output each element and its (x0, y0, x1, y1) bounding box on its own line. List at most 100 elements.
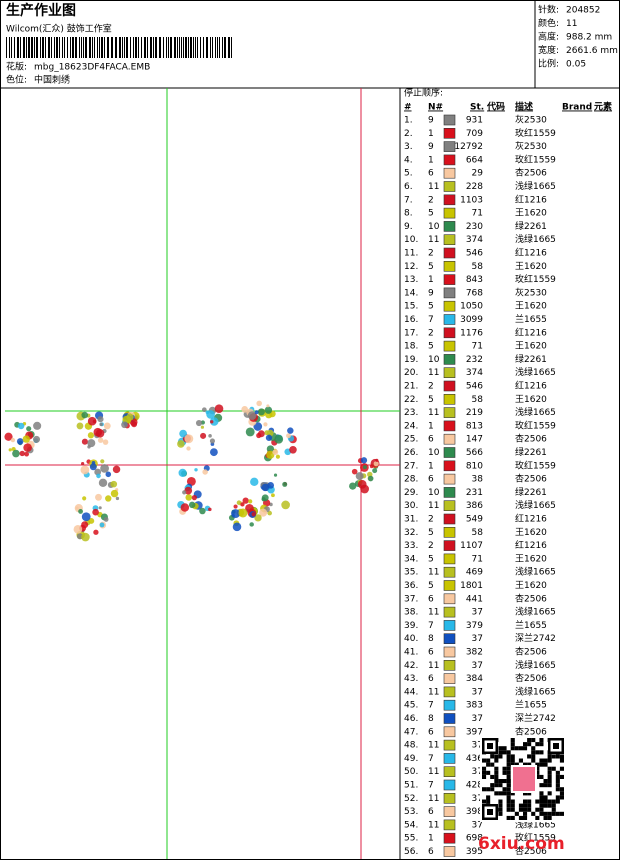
qr-module (547, 766, 552, 771)
row-index: 11. (404, 249, 418, 259)
qr-module (531, 754, 536, 759)
qr-module (551, 799, 556, 804)
row-index: 29. (404, 488, 418, 498)
stitches: 931 (466, 116, 483, 126)
description: 王1620 (515, 208, 547, 219)
needle: 11 (428, 568, 439, 578)
qr-module (555, 811, 560, 816)
color-swatch (443, 566, 456, 578)
bar (72, 37, 74, 58)
qr-module (547, 774, 552, 779)
bar (166, 37, 167, 58)
row-index: 8. (404, 209, 413, 219)
stat-value: 0.05 (566, 60, 586, 70)
qr-module (482, 758, 487, 763)
bar (104, 37, 105, 58)
color-swatch (443, 553, 456, 565)
bar (135, 37, 137, 58)
row-index: 19. (404, 355, 418, 365)
stitch-blob (92, 508, 99, 516)
stitch-blob (93, 529, 99, 535)
qr-module (506, 787, 511, 792)
bar (94, 37, 95, 58)
qr-module (486, 762, 491, 767)
stitch-blob (17, 422, 25, 430)
row-index: 26. (404, 448, 418, 458)
qr-module (518, 758, 523, 763)
stitch-blob (89, 463, 97, 471)
bar (14, 37, 15, 58)
qr-module (498, 811, 503, 816)
description: 杏2506 (515, 672, 547, 684)
bar (124, 37, 125, 58)
qr-module (551, 766, 556, 771)
needle: 7 (428, 781, 434, 791)
color-swatch (443, 766, 456, 778)
stat-value: 11 (566, 19, 577, 29)
sheet-title: 生产作业图 (6, 2, 76, 19)
stitch-blob (249, 522, 254, 527)
bar (115, 37, 117, 58)
row-index: 23. (404, 408, 418, 418)
row-index: 37. (404, 594, 418, 604)
needle: 11 (428, 608, 439, 618)
bar (85, 37, 87, 58)
bar (217, 37, 218, 58)
description: 红1216 (515, 539, 547, 551)
stitch-blob (233, 504, 238, 509)
color-swatch (443, 673, 456, 684)
bar (155, 37, 157, 58)
stitch-blob (194, 468, 198, 472)
stitch-blob (266, 450, 275, 459)
stitch-blob (81, 461, 85, 466)
qr-module (506, 803, 511, 808)
qr-module (555, 799, 560, 804)
needle: 11 (428, 368, 439, 378)
bar (188, 37, 189, 58)
qr-module (490, 787, 495, 792)
stitch-blob (81, 438, 88, 445)
stitch-blob (351, 468, 358, 475)
needle: 1 (428, 155, 434, 165)
stitches: 398 (466, 807, 483, 817)
stitch-blob (32, 435, 41, 443)
stitch-blob (236, 500, 242, 505)
color-swatch (443, 114, 456, 126)
bar (203, 37, 204, 58)
bar (107, 37, 109, 58)
stat-label: 宽度: (538, 44, 559, 56)
description: 浅绿1665 (515, 233, 556, 245)
needle: 11 (428, 182, 439, 192)
color-swatch (443, 314, 456, 325)
bar (111, 37, 113, 58)
needle: 6 (428, 807, 434, 817)
qr-module (539, 742, 544, 747)
color-swatch (443, 221, 456, 232)
needle: 8 (428, 714, 434, 724)
qr-module (535, 799, 540, 804)
stitch-blob (179, 429, 188, 438)
stitch-blob (94, 468, 102, 476)
qr-module (555, 779, 560, 784)
stitches: 843 (466, 275, 483, 285)
stitches: 37 (472, 608, 483, 618)
qr-module (539, 750, 544, 755)
column-header: Brand (562, 103, 592, 113)
qr-module (559, 754, 564, 759)
stat-label: 颜色: (538, 17, 559, 29)
needle: 7 (428, 315, 434, 325)
stitch-blob (87, 432, 95, 439)
qr-module (555, 774, 560, 779)
row-index: 39. (404, 621, 418, 631)
qr-module (510, 791, 515, 796)
bar (219, 37, 220, 58)
bar (59, 37, 60, 58)
needle: 5 (428, 209, 434, 219)
stitch-blob (254, 410, 259, 415)
description: 红1216 (515, 247, 547, 259)
qr-module (490, 783, 495, 788)
stitches: 12792 (454, 142, 483, 152)
qr-module (539, 738, 544, 743)
needle: 2 (428, 382, 434, 392)
